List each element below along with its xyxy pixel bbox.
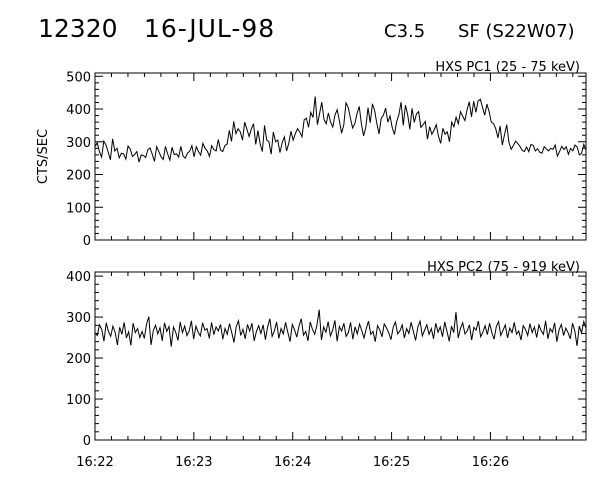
x-tick-label: 16:22	[76, 455, 113, 470]
flare-location: SF (S22W07)	[458, 21, 575, 42]
y-tick-label: 400	[66, 270, 91, 285]
event-id: 12320	[38, 14, 118, 43]
flare-class: C3.5	[384, 21, 426, 42]
series-line-1	[94, 96, 587, 163]
x-tick-label: 16:25	[373, 455, 410, 470]
y-tick-label: 400	[66, 103, 91, 118]
x-tick-label: 16:24	[274, 455, 311, 470]
panel-1: 0 100 200 300 400 500 HXS PC1 (25 - 75 keV) CTS…	[36, 60, 587, 249]
y-tick-label: 200	[66, 169, 91, 184]
y-axis-label: CTS/SEC	[36, 129, 51, 184]
y-tick-label: 200	[66, 352, 91, 367]
plot-frame	[94, 72, 587, 241]
event-header: 12320 16-JUL-98 C3.5 SF (S22W07)	[0, 0, 600, 60]
panel-title: HXS PC1 (25 - 75 keV)	[435, 60, 580, 75]
y-tick-label: 0	[83, 434, 91, 449]
y-tick-label: 300	[66, 136, 91, 151]
y-tick-label: 0	[83, 234, 91, 249]
x-tick-label: 16:23	[175, 455, 212, 470]
y-tick-label: 500	[66, 70, 91, 85]
x-tick-label: 16:26	[472, 455, 509, 470]
event-date: 16-JUL-98	[144, 14, 276, 43]
y-tick-label: 100	[66, 393, 91, 408]
panel-title: HXS PC2 (75 - 919 keV)	[427, 260, 580, 275]
y-tick-label: 300	[66, 311, 91, 326]
panel-2: 0 100 200 300 400 16:22 16:23 16:24 16:25 16:26 HX…	[66, 260, 587, 470]
plot-frame	[94, 271, 587, 441]
y-tick-label: 100	[66, 201, 91, 216]
series-line-2	[94, 309, 587, 347]
